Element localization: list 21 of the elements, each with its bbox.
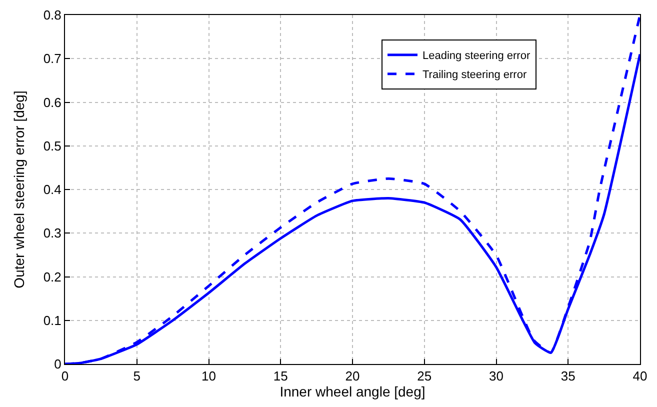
legend-label: Trailing steering error [422,69,527,82]
x-tick-label: 30 [489,368,504,384]
x-tick-label: 25 [417,368,432,384]
x-tick-label: 10 [202,368,216,384]
x-tick-label: 5 [133,368,140,384]
y-tick-label: 0.8 [43,8,62,23]
y-tick-label: 0 [54,356,62,372]
x-tick-label: 40 [632,368,648,384]
x-tick-label: 35 [560,368,576,384]
y-tick-label: 0.6 [43,94,62,110]
y-tick-label: 0.3 [43,226,62,241]
x-tick-label: 15 [273,368,288,384]
y-tick-label: 0.7 [43,51,62,66]
y-tick-label: 0.2 [43,269,62,284]
y-tick-label: 0.1 [43,312,62,328]
legend-label: Leading steering error [422,50,530,62]
x-axis-title: Inner wheel angle [deg] [280,384,426,400]
y-axis-title: Outer wheel steering error [deg] [10,90,27,288]
x-tick-label: 20 [345,368,360,384]
y-tick-label: 0.5 [43,138,62,154]
y-tick-label: 0.4 [43,182,62,198]
